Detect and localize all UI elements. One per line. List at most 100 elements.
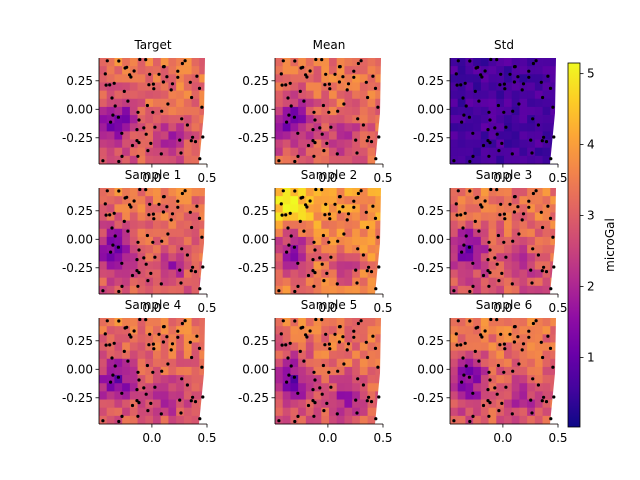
station-point (512, 65, 517, 69)
field-cell (129, 383, 138, 392)
field-cell (534, 391, 543, 400)
station-point (157, 332, 161, 336)
station-point (355, 281, 359, 285)
station-point (280, 213, 284, 217)
field-cell (275, 253, 284, 262)
station-point (166, 362, 170, 366)
field-cell (321, 350, 330, 360)
station-point (200, 105, 204, 109)
station-point (455, 213, 459, 217)
field-cell (359, 285, 368, 295)
field-cell (457, 318, 466, 327)
field-cell (375, 212, 384, 222)
field-cell (106, 399, 115, 409)
field-cell (450, 90, 459, 100)
field-cell (160, 220, 169, 230)
field-cell (527, 204, 536, 213)
field-cell (282, 342, 291, 352)
station-point (487, 240, 491, 244)
field-cell (527, 261, 536, 270)
field-cell (375, 90, 384, 100)
field-cell (511, 74, 520, 83)
station-point (345, 218, 349, 222)
field-cell (160, 366, 169, 376)
field-cell (465, 74, 474, 83)
station-point (311, 399, 315, 403)
colorbar-tick-label: 3 (587, 209, 595, 223)
field-cell (344, 139, 353, 149)
field-cell (511, 123, 520, 132)
field-cell (176, 383, 185, 392)
field-cell (488, 334, 497, 343)
field-cell (305, 82, 314, 92)
field-cell (298, 277, 307, 287)
xtick-label: 0.5 (373, 171, 392, 185)
field-cell (305, 131, 314, 140)
station-point (530, 151, 534, 155)
field-cell (106, 155, 115, 165)
field-cell (153, 245, 162, 254)
field-cell (473, 261, 482, 270)
field-cell (359, 188, 368, 197)
field-cell (457, 131, 466, 140)
field-cell (336, 147, 345, 157)
field-cell (527, 188, 536, 197)
field-cell (542, 350, 551, 360)
station-point (481, 143, 486, 148)
field-cell (99, 212, 108, 222)
field-cell (145, 358, 154, 368)
field-cell (275, 261, 284, 270)
field-cell (496, 123, 505, 132)
field-cell (480, 106, 489, 116)
field-cell (114, 66, 123, 75)
field-cell (290, 147, 299, 157)
field-cell (344, 212, 353, 222)
field-cell (160, 318, 169, 327)
field-cell (145, 253, 154, 262)
field-cell (298, 106, 307, 116)
field-cell (504, 334, 513, 343)
station-point (371, 204, 375, 208)
field-cell (542, 334, 551, 343)
station-point (188, 80, 192, 84)
field-cell (344, 253, 353, 262)
station-point (500, 401, 504, 405)
field-cell (275, 123, 284, 132)
station-point (456, 319, 460, 323)
field-cell (542, 58, 551, 67)
field-cell (290, 82, 299, 92)
field-cell (168, 391, 177, 400)
field-cell (99, 196, 108, 205)
field-cell (534, 342, 543, 352)
field-cell (352, 155, 361, 165)
station-point (188, 210, 192, 214)
station-point (185, 123, 189, 127)
station-point (136, 240, 140, 244)
field-cell (321, 334, 330, 343)
field-cell (129, 277, 138, 287)
field-cell (542, 196, 551, 205)
station-point (486, 269, 490, 273)
field-cell (336, 204, 345, 213)
station-point (288, 81, 292, 85)
field-cell (145, 228, 154, 238)
field-cell (473, 350, 482, 360)
field-cell (153, 147, 162, 157)
station-point (193, 140, 198, 144)
field-cell (282, 90, 291, 100)
station-point (190, 355, 194, 360)
field-cell (367, 245, 376, 254)
station-point (512, 195, 517, 199)
field-cell (344, 407, 353, 417)
field-cell (99, 318, 108, 327)
field-cell (359, 74, 368, 83)
field-cell (168, 236, 177, 246)
field-cell (473, 131, 482, 140)
field-cell (145, 98, 154, 108)
field-cell (534, 277, 543, 287)
field-cell (329, 188, 338, 197)
station-point (552, 395, 556, 399)
station-point (471, 391, 475, 395)
field-cell (473, 415, 482, 425)
